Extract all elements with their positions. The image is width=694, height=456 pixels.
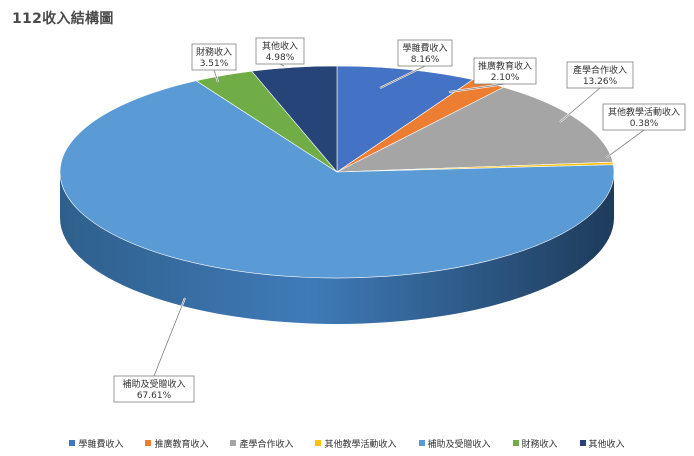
- legend-swatch: [69, 440, 76, 446]
- pie-top-face: [59, 65, 615, 279]
- legend-label: 補助及受贈收入: [427, 439, 491, 450]
- leader-line: [213, 69, 219, 83]
- legend-item-6: 財務收入: [512, 437, 558, 450]
- label-percent: 2.10%: [491, 73, 520, 83]
- label-box: [113, 375, 195, 403]
- legend-swatch: [145, 440, 152, 446]
- label-category: 其他收入: [262, 40, 298, 52]
- legend-label: 其他收入: [588, 439, 625, 450]
- legend-swatch: [512, 440, 519, 446]
- legend-label: 學雜費收入: [78, 439, 124, 450]
- label-category: 其他教學活動收入: [608, 106, 680, 118]
- legend-item-5: 補助及受贈收入: [418, 437, 491, 450]
- label-box: [473, 57, 537, 85]
- pie-side-wall: [60, 172, 614, 324]
- legend-item-4: 其他教學活動收入: [315, 437, 397, 450]
- label-box: [566, 61, 634, 89]
- legend-swatch: [315, 440, 322, 446]
- legend-swatch: [230, 440, 237, 446]
- label-category: 推廣教育收入: [478, 60, 532, 72]
- label-box: [397, 39, 453, 67]
- pie-wall-shape: [60, 172, 614, 324]
- legend-label: 推廣教育收入: [154, 439, 209, 450]
- slice-5: [59, 80, 615, 279]
- label-box: [602, 103, 686, 131]
- legend-swatch: [418, 440, 425, 446]
- legend-item-7: 其他收入: [579, 437, 625, 450]
- legend-swatch: [579, 440, 586, 446]
- legend-label: 其他教學活動收入: [324, 439, 397, 450]
- legend-item-2: 推廣教育收入: [145, 437, 208, 450]
- slice-1: [336, 65, 474, 173]
- legend-label: 財務收入: [521, 439, 558, 450]
- label-box: [255, 37, 305, 65]
- label-percent: 8.16%: [411, 55, 440, 65]
- label-percent: 13.26%: [583, 77, 618, 87]
- label-category: 學雜費收入: [402, 42, 447, 54]
- label-category: 補助及受贈收入: [122, 378, 185, 390]
- label-percent: 4.98%: [266, 53, 295, 63]
- leader-line: [448, 83, 506, 93]
- data-labels: 學雜費收入8.16%推廣教育收入2.10%產學合作收入13.26%其他教學活動收…: [113, 37, 686, 403]
- legend-label: 產學合作收入: [239, 439, 294, 450]
- legend-item-3: 產學合作收入: [230, 437, 293, 450]
- label-percent: 3.51%: [200, 59, 229, 69]
- legend-item-1: 學雜費收入: [69, 437, 123, 450]
- leader-line: [605, 129, 645, 159]
- label-percent: 67.61%: [137, 391, 172, 401]
- label-category: 產學合作收入: [573, 64, 627, 76]
- chart-title: 112收入結構圖: [12, 11, 114, 27]
- label-category: 財務收入: [196, 46, 232, 58]
- leader-line: [153, 297, 186, 377]
- chart-legend: 學雜費收入 推廣教育收入 產學合作收入 其他教學活動收入 補助及受贈收入 財務收入 其他收入: [0, 434, 694, 452]
- leader-line: [379, 65, 426, 89]
- label-box: [191, 43, 237, 71]
- leader-line: [559, 87, 601, 123]
- slice-7: [251, 65, 338, 173]
- label-percent: 0.38%: [630, 119, 659, 129]
